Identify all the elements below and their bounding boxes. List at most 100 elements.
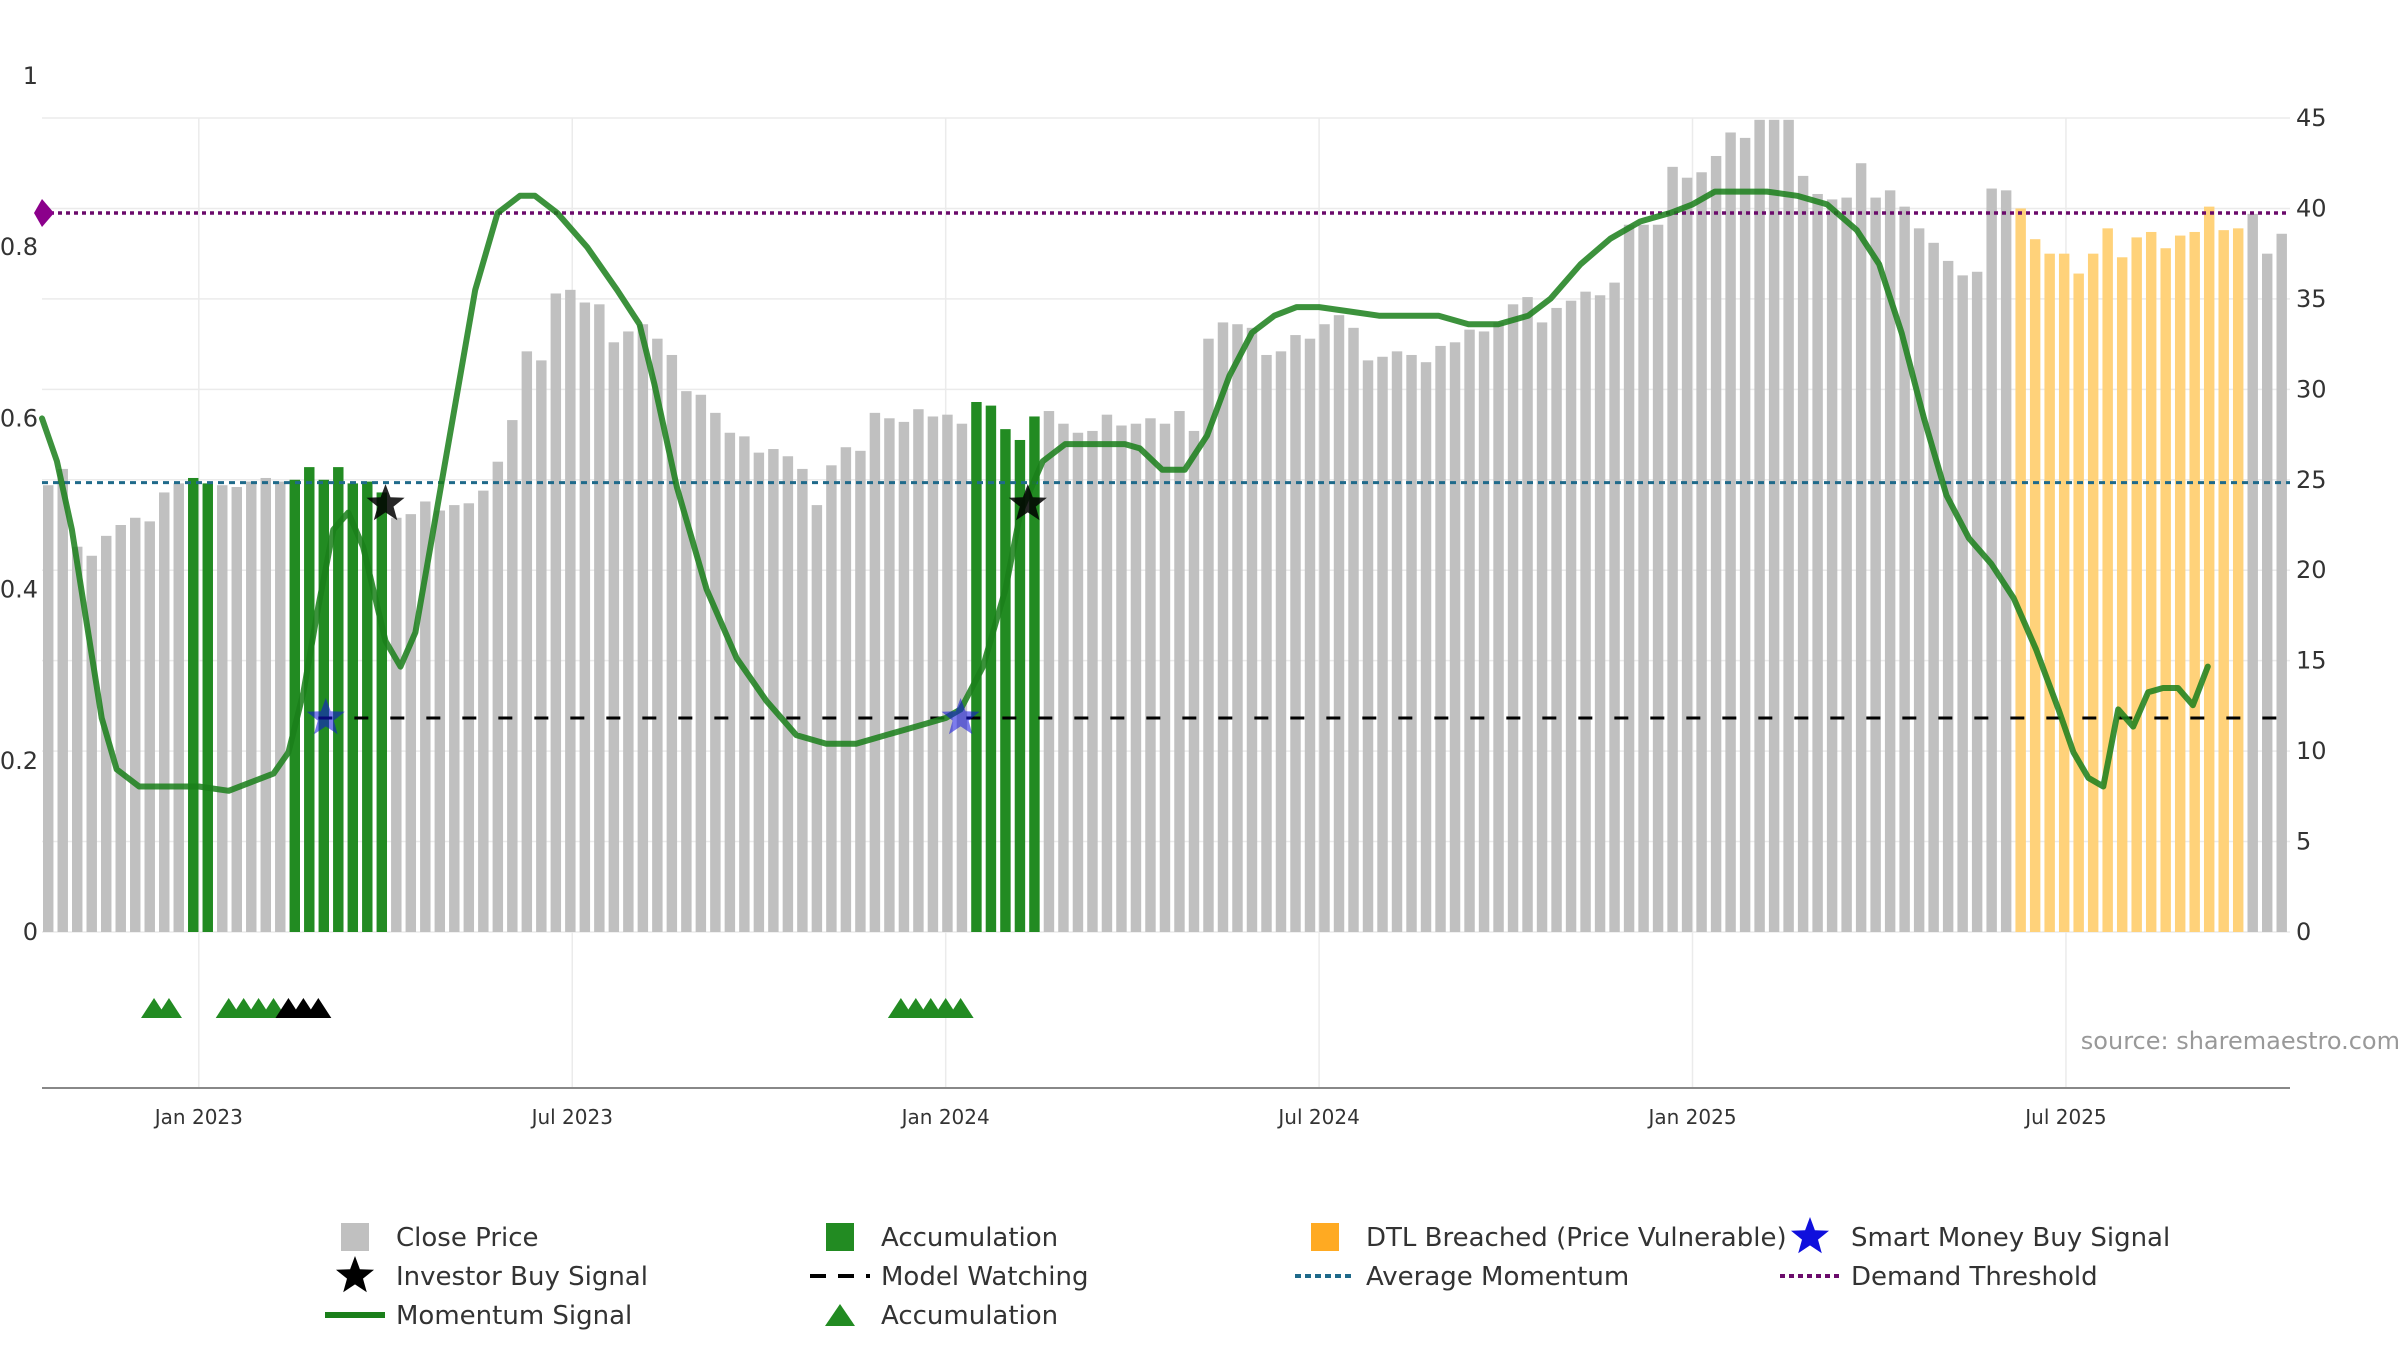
close-price-bar (144, 521, 155, 932)
close-price-bar (1246, 327, 1258, 932)
dtl-bar (2087, 253, 2099, 932)
close-price-bar (246, 481, 257, 932)
close-price-bar (2247, 213, 2258, 933)
close-price-bar (1957, 275, 1968, 933)
right-tick-label: 0 (2296, 918, 2311, 946)
close-price-bar (1130, 423, 1142, 932)
left-tick-label: 0 (23, 918, 38, 946)
close-price-bar (666, 354, 678, 932)
close-price-bar (739, 436, 750, 932)
close-price-bar (1681, 177, 1693, 932)
close-price-bar (710, 412, 721, 932)
dtl-bar (2102, 228, 2113, 932)
close-price-bar (1754, 119, 1765, 932)
right-tick-label: 15 (2296, 647, 2327, 675)
accumulation-bar (376, 492, 388, 932)
legend-item-dtl: DTL Breached (Price Vulnerable) (1311, 1223, 1787, 1253)
smart-money-buy-star (306, 698, 345, 735)
close-price-bar (1072, 432, 1084, 932)
close-price-bar (637, 324, 649, 932)
close-price-bar (1652, 224, 1664, 933)
close-price-bar (898, 421, 910, 932)
close-price-bar (1203, 338, 1214, 932)
close-price-bar (608, 342, 620, 932)
dtl-bar (2189, 231, 2200, 932)
x-axis: Jan 2023 Jul 2023 Jan 2024 Jul 2024 Jan 2025… (42, 1087, 2290, 1129)
legend-investor-star-icon (336, 1256, 374, 1293)
close-price-bar (1406, 354, 1417, 932)
smart-money-buy-star (941, 698, 980, 735)
close-price-bar (536, 360, 547, 932)
close-price-bar (1855, 163, 1867, 932)
close-price-bar (594, 304, 605, 932)
close-price-bar (1319, 324, 1330, 932)
legend-label: Close Price (396, 1223, 539, 1253)
right-tick-label: 10 (2296, 737, 2327, 765)
right-tick-label: 5 (2296, 828, 2311, 856)
close-price-bar (1348, 327, 1359, 932)
accumulation-bar (347, 483, 359, 932)
close-price-bar (652, 338, 663, 932)
close-price-bar (1826, 199, 1838, 932)
accumulation-triangle (155, 998, 182, 1018)
close-price-bar (1464, 329, 1475, 932)
legend-label: Momentum Signal (396, 1301, 632, 1331)
close-price-bar (623, 331, 634, 933)
close-price-bar (782, 456, 794, 932)
accumulation-bar (1014, 439, 1026, 932)
right-tick-label: 30 (2296, 375, 2327, 403)
close-price-bar (86, 555, 97, 932)
legend-accumulation-triangle-icon (825, 1304, 855, 1326)
accumulation-bar (362, 481, 373, 932)
momentum-line-group (39, 188, 2211, 794)
accumulation-triangle (947, 998, 974, 1018)
close-price-bar (1580, 291, 1591, 932)
close-price-bar (1174, 411, 1185, 932)
close-price-bar (1333, 315, 1345, 932)
accumulation-bar (985, 405, 997, 932)
x-tick-label: Jul 2024 (1276, 1105, 1359, 1129)
reference-lines (42, 211, 2290, 720)
accumulation-bar (188, 477, 199, 932)
close-price-bar (1043, 411, 1055, 932)
dtl-bar (2160, 248, 2171, 933)
close-price-bar (1913, 228, 1925, 932)
close-price-bar (811, 505, 823, 932)
close-price-bar (927, 416, 939, 932)
close-price-bar (1551, 307, 1562, 932)
close-price-bar (1536, 322, 1548, 933)
x-tick-label: Jul 2023 (530, 1105, 613, 1129)
legend-item-demand: Demand Threshold (1780, 1262, 2098, 1292)
close-price-bar (1507, 304, 1519, 932)
close-price-bar (492, 461, 504, 932)
legend-label: DTL Breached (Price Vulnerable) (1366, 1223, 1787, 1253)
close-price-bar (57, 468, 68, 932)
close-price-bar (1493, 322, 1504, 933)
accumulation-triangle (305, 998, 332, 1018)
close-price-bar (1609, 282, 1620, 932)
close-price-bar (1261, 354, 1272, 932)
close-price-bar (1377, 356, 1388, 933)
close-price-bar (1232, 324, 1243, 932)
legend-label: Accumulation (881, 1223, 1058, 1253)
close-price-bar (405, 514, 417, 932)
left-tick-label: 0.4 (0, 576, 38, 604)
close-price-bar (956, 423, 968, 932)
close-price-bar (797, 468, 808, 932)
close-price-bar (391, 517, 402, 932)
demand-threshold-marker (34, 198, 54, 227)
legend-item-watch: Model Watching (810, 1262, 1088, 1292)
right-tick-label: 40 (2296, 194, 2327, 222)
left-tick-label: 0.6 (0, 404, 38, 432)
dtl-bar (2044, 253, 2055, 932)
close-price-bar (1116, 425, 1127, 932)
close-price-bar (1594, 295, 1606, 932)
close-price-bar (1058, 423, 1069, 932)
close-price-bar (1478, 331, 1490, 933)
close-price-bar (1725, 132, 1736, 932)
x-tick-label: Jan 2024 (900, 1105, 990, 1129)
close-price-bar (1087, 430, 1098, 932)
close-price-bar (231, 487, 242, 932)
close-price-bar (2276, 233, 2287, 932)
